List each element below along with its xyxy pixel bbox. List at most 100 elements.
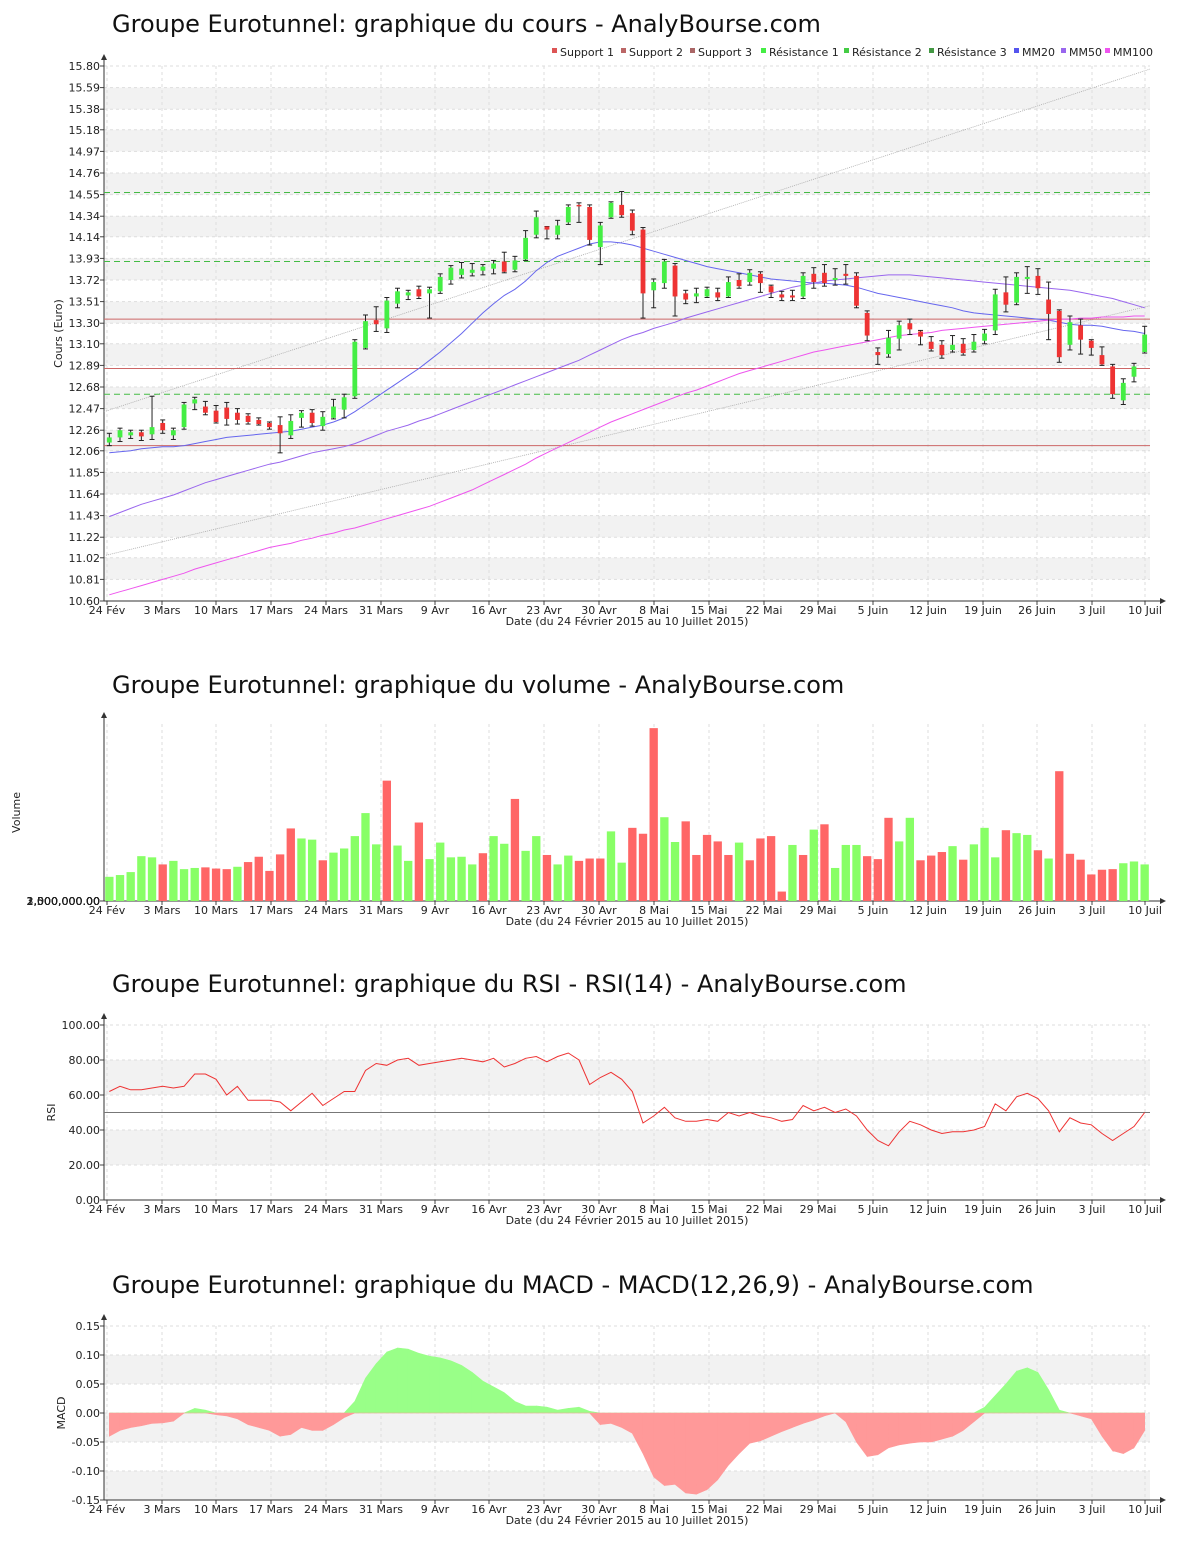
rsi-xtick-label: 29 Mai: [800, 1203, 837, 1216]
macd-xtick-label: 19 Juin: [964, 1503, 1002, 1516]
candle-body: [1014, 276, 1019, 303]
volume-ytick-label: 500,000.00: [37, 895, 100, 908]
candle-body: [181, 404, 187, 428]
legend-swatch: [929, 48, 934, 53]
candle-body: [597, 225, 603, 248]
candle-body: [950, 344, 955, 350]
volume-bar: [1033, 850, 1043, 901]
rsi-x-axis-label: Date (du 24 Février 2015 au 10 Juillet 2…: [506, 1214, 749, 1227]
price-xtick-label: 10 Mars: [194, 604, 238, 617]
price-xtick-label: 30 Avr: [581, 604, 617, 617]
volume-bar: [532, 836, 541, 901]
volume-ytick-label: 2,500,000.00: [27, 895, 100, 908]
candle-body: [448, 267, 454, 280]
volume-bar: [414, 822, 424, 901]
price-ytick-label: 10.81: [69, 573, 101, 586]
candle-body: [587, 206, 593, 240]
volume-xtick-label: 22 Mai: [746, 904, 783, 917]
volume-xtick-label: 23 Avr: [526, 904, 562, 917]
price-y-axis-label: Cours (Euro): [52, 299, 65, 368]
price-ytick-label: 11.22: [69, 531, 101, 544]
rsi-ytick-label: 80.00: [69, 1054, 101, 1067]
price-xtick-label: 29 Mai: [800, 604, 837, 617]
volume-bar: [147, 857, 157, 901]
volume-bar: [1140, 864, 1149, 901]
candle-body: [138, 432, 144, 437]
legend-label: Résistance 3: [937, 46, 1007, 59]
legend-swatch: [844, 48, 849, 53]
price-ytick-label: 15.38: [69, 103, 101, 116]
candle-body: [790, 295, 795, 298]
macd-ytick-label: 0.05: [76, 1378, 101, 1391]
price-ytick-label: 12.68: [69, 381, 101, 394]
candle-body: [469, 269, 475, 273]
macd-xtick-label: 31 Mars: [359, 1503, 403, 1516]
candle-body: [1078, 325, 1084, 340]
volume-bar: [724, 854, 733, 901]
rsi-xtick-label: 10 Juil: [1128, 1203, 1162, 1216]
candle-body: [843, 273, 849, 276]
volume-bar: [1087, 874, 1096, 901]
candle-body: [459, 268, 464, 275]
macd-ytick-label: -0.15: [72, 1494, 100, 1507]
candle-body: [320, 416, 326, 427]
volume-bar: [745, 860, 754, 901]
price-ytick-label: 14.55: [69, 189, 101, 202]
rsi-xtick-label: 17 Mars: [249, 1203, 293, 1216]
price-band: [104, 173, 1150, 195]
rsi-ytick-label: 60.00: [69, 1089, 101, 1102]
volume-bar: [254, 856, 263, 901]
volume-xtick-label: 29 Mai: [800, 904, 837, 917]
volume-ytick-label: 3,000,000.00: [27, 895, 100, 908]
candle-body: [277, 425, 283, 434]
price-ytick-label: 13.93: [69, 252, 101, 265]
volume-bar: [318, 860, 327, 901]
candle-body: [512, 260, 518, 270]
candle-body: [106, 437, 112, 443]
rsi-x-arrow: [1160, 1197, 1166, 1203]
volume-bar: [126, 872, 135, 901]
price-panel: Groupe Eurotunnel: graphique du cours - …: [0, 0, 1200, 640]
price-ytick-label: 13.10: [69, 338, 101, 351]
volume-bar: [382, 780, 392, 901]
volume-bar: [788, 844, 797, 901]
price-ytick-label: 11.64: [69, 488, 101, 501]
price-ytick-label: 12.47: [69, 403, 101, 416]
candle-body: [864, 312, 870, 336]
volume-bar: [137, 856, 146, 901]
volume-bar: [1119, 863, 1128, 901]
price-xtick-label: 26 Juin: [1018, 604, 1056, 617]
legend-label: MM20: [1022, 46, 1055, 59]
candle-body: [576, 204, 582, 207]
price-band: [104, 129, 1150, 152]
volume-xtick-label: 5 Juin: [858, 904, 889, 917]
volume-bar: [692, 854, 701, 901]
volume-xtick-label: 3 Juil: [1079, 904, 1106, 917]
volume-bar: [1108, 869, 1117, 901]
volume-bar: [777, 891, 786, 901]
rsi-band: [104, 1130, 1150, 1165]
volume-bar: [980, 827, 989, 901]
rsi-xtick-label: 30 Avr: [581, 1203, 617, 1216]
candle-body: [736, 280, 742, 287]
rsi-xtick-label: 3 Mars: [144, 1203, 181, 1216]
price-ytick-label: 14.14: [69, 231, 101, 244]
volume-bar: [895, 841, 904, 901]
volume-bar: [169, 860, 178, 901]
volume-xtick-label: 19 Juin: [964, 904, 1002, 917]
volume-xtick-label: 12 Juin: [909, 904, 947, 917]
price-band: [104, 515, 1150, 538]
macd-x-arrow: [1160, 1497, 1166, 1503]
price-band: [104, 216, 1150, 237]
candle-body: [373, 320, 379, 325]
volume-bar: [350, 836, 359, 901]
legend-label: Support 3: [698, 46, 752, 59]
price-band: [104, 557, 1150, 580]
volume-bar: [660, 817, 669, 901]
candle-body: [501, 261, 507, 272]
volume-bar: [190, 867, 199, 901]
volume-xtick-label: 26 Juin: [1018, 904, 1056, 917]
rsi-xtick-label: 22 Mai: [746, 1203, 783, 1216]
volume-bar: [393, 845, 402, 901]
price-ytick-label: 11.02: [69, 552, 101, 565]
